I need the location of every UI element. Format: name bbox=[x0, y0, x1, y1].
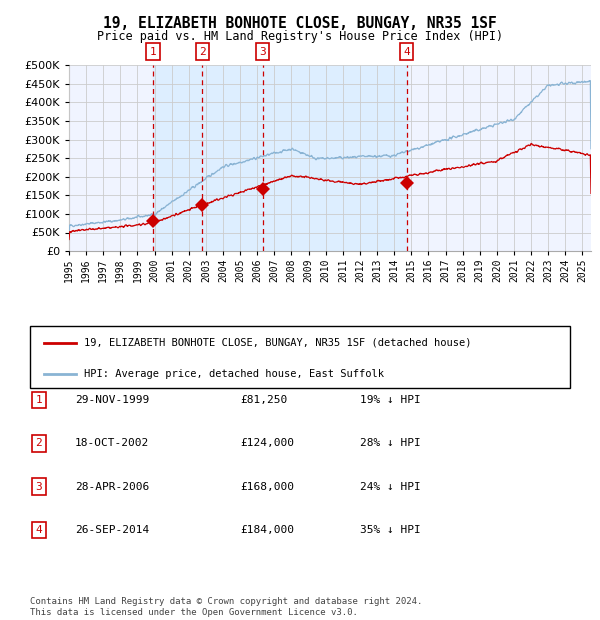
Text: 29-NOV-1999: 29-NOV-1999 bbox=[75, 395, 149, 405]
Text: 28-APR-2006: 28-APR-2006 bbox=[75, 482, 149, 492]
Text: 26-SEP-2014: 26-SEP-2014 bbox=[75, 525, 149, 535]
Text: £124,000: £124,000 bbox=[240, 438, 294, 448]
Text: 24% ↓ HPI: 24% ↓ HPI bbox=[360, 482, 421, 492]
Text: £184,000: £184,000 bbox=[240, 525, 294, 535]
Text: HPI: Average price, detached house, East Suffolk: HPI: Average price, detached house, East… bbox=[84, 369, 384, 379]
Text: £81,250: £81,250 bbox=[240, 395, 287, 405]
Text: £168,000: £168,000 bbox=[240, 482, 294, 492]
Text: 19, ELIZABETH BONHOTE CLOSE, BUNGAY, NR35 1SF: 19, ELIZABETH BONHOTE CLOSE, BUNGAY, NR3… bbox=[103, 16, 497, 30]
Text: 1: 1 bbox=[35, 395, 43, 405]
Bar bbox=[153, 65, 407, 251]
Text: 2: 2 bbox=[199, 46, 206, 57]
Text: 3: 3 bbox=[35, 482, 43, 492]
Text: 19% ↓ HPI: 19% ↓ HPI bbox=[360, 395, 421, 405]
Text: 2: 2 bbox=[35, 438, 43, 448]
FancyBboxPatch shape bbox=[30, 326, 570, 388]
Text: 4: 4 bbox=[403, 46, 410, 57]
Text: 28% ↓ HPI: 28% ↓ HPI bbox=[360, 438, 421, 448]
Text: 4: 4 bbox=[35, 525, 43, 535]
Text: 3: 3 bbox=[259, 46, 266, 57]
Text: Contains HM Land Registry data © Crown copyright and database right 2024.
This d: Contains HM Land Registry data © Crown c… bbox=[30, 598, 422, 617]
Text: 1: 1 bbox=[149, 46, 157, 57]
Text: 35% ↓ HPI: 35% ↓ HPI bbox=[360, 525, 421, 535]
Text: Price paid vs. HM Land Registry's House Price Index (HPI): Price paid vs. HM Land Registry's House … bbox=[97, 30, 503, 43]
Text: 18-OCT-2002: 18-OCT-2002 bbox=[75, 438, 149, 448]
Text: 19, ELIZABETH BONHOTE CLOSE, BUNGAY, NR35 1SF (detached house): 19, ELIZABETH BONHOTE CLOSE, BUNGAY, NR3… bbox=[84, 338, 472, 348]
